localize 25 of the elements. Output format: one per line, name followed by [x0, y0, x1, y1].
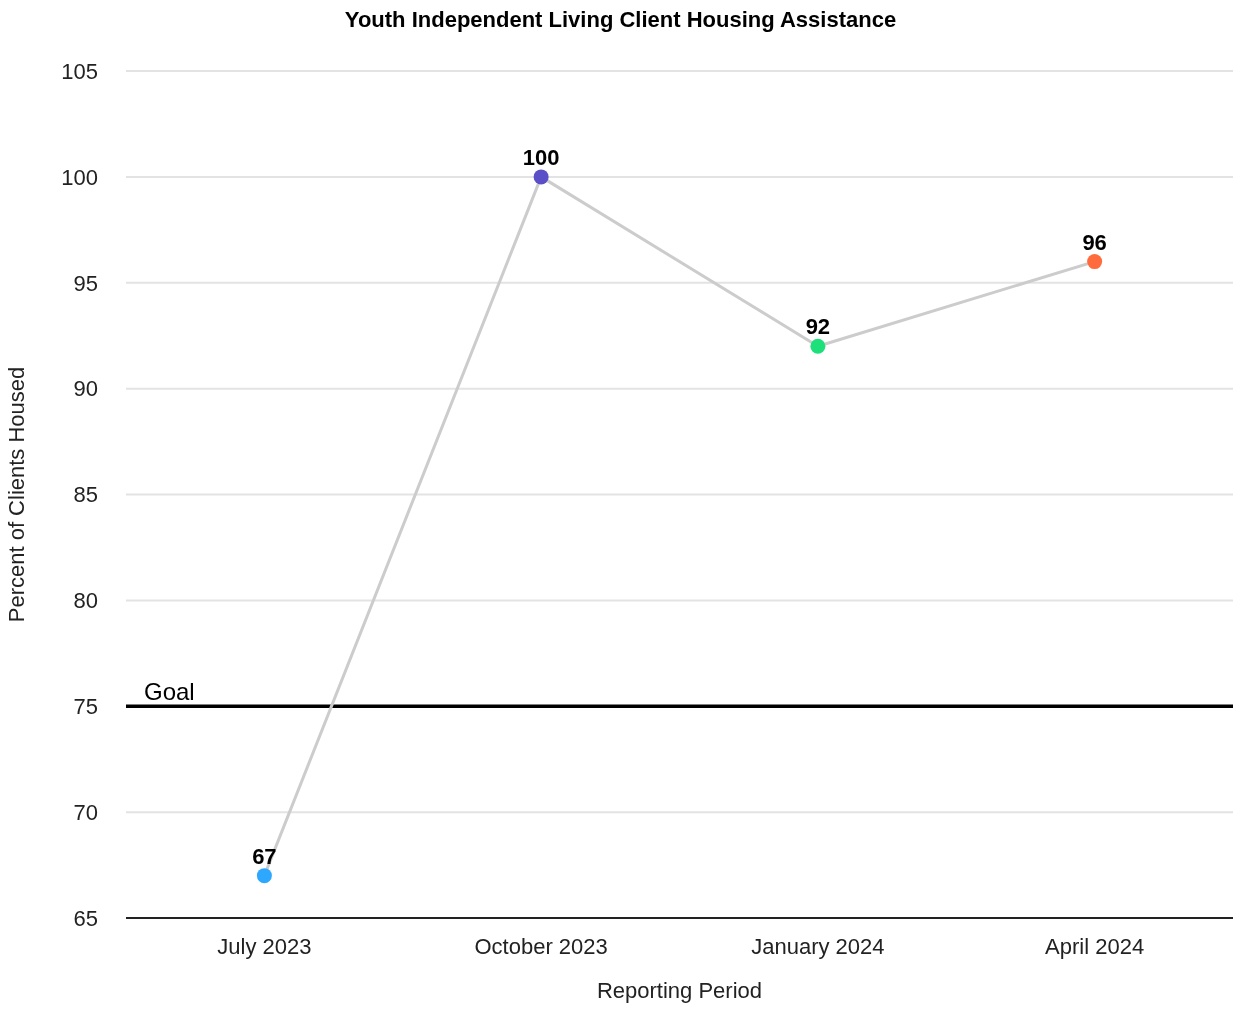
- point: [1087, 254, 1103, 270]
- point: [810, 338, 826, 354]
- y-tick-label: 85: [73, 482, 98, 508]
- y-axis-title: Percent of Clients Housed: [3, 366, 29, 623]
- x-tick-label: April 2024: [1045, 933, 1145, 959]
- y-tick-label: 80: [73, 588, 98, 614]
- y-tick-label: 65: [73, 905, 98, 931]
- point: [256, 868, 272, 884]
- data-label: 92: [805, 314, 831, 340]
- x-tick-label: October 2023: [474, 933, 608, 959]
- y-tick-label: 105: [61, 58, 98, 84]
- x-tick-label: January 2024: [751, 933, 885, 959]
- y-tick-label: 75: [73, 694, 98, 720]
- y-tick-label: 100: [61, 164, 98, 190]
- data-label: 67: [252, 843, 277, 869]
- y-tick-label: 95: [73, 270, 98, 296]
- data-label: 100: [522, 144, 560, 170]
- y-tick-label: 70: [73, 799, 98, 825]
- chart-title: Youth Independent Living Client Housing Assistance: [343, 7, 898, 32]
- x-tick-label: July 2023: [217, 933, 312, 959]
- data-label: 96: [1082, 229, 1107, 255]
- x-axis-title: Reporting Period: [596, 978, 763, 1003]
- point: [533, 169, 549, 185]
- ref-line-label: Goal: [144, 678, 195, 706]
- y-tick-label: 90: [73, 376, 98, 402]
